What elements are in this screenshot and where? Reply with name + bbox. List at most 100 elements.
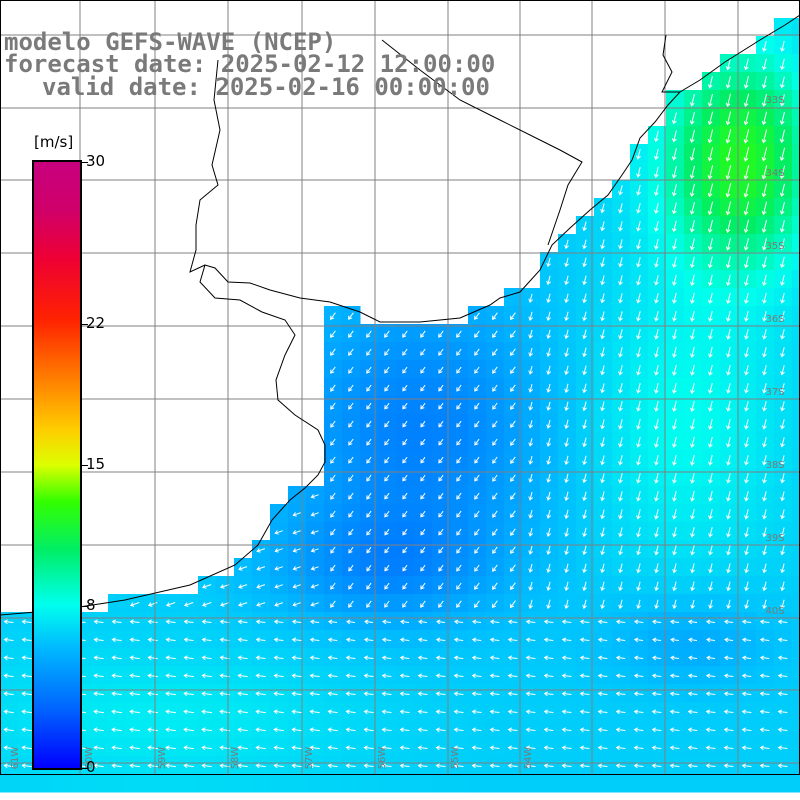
wind-arrow	[402, 582, 408, 590]
wind-arrow	[438, 402, 444, 410]
wind-cell	[792, 468, 800, 487]
wind-cell	[414, 774, 433, 793]
wind-arrow	[705, 763, 716, 769]
wind-arrow	[510, 456, 516, 464]
wind-arrow	[256, 602, 266, 607]
wind-arrow	[636, 581, 641, 592]
lon-label: 55W	[450, 747, 461, 770]
wind-cell	[450, 666, 469, 685]
wind-arrow	[525, 655, 536, 661]
wind-cell	[198, 702, 217, 721]
wind-arrow	[762, 401, 767, 412]
wind-cell	[450, 738, 469, 757]
wind-arrow	[330, 312, 336, 321]
wind-arrow	[399, 709, 410, 715]
wind-cell	[738, 774, 757, 793]
wind-cell	[234, 738, 253, 757]
wind-cell	[198, 756, 217, 775]
wind-cell	[522, 648, 541, 667]
wind-cell	[234, 774, 253, 793]
wind-arrow	[474, 600, 480, 608]
wind-cell	[576, 720, 595, 739]
wind-arrow	[273, 727, 284, 733]
wind-arrow	[456, 528, 462, 536]
wind-arrow	[780, 274, 785, 286]
wind-cell	[288, 702, 307, 721]
wind-arrow	[165, 619, 176, 625]
wind-arrow	[708, 310, 713, 322]
wind-arrow	[381, 709, 392, 715]
wind-arrow	[273, 619, 284, 625]
wind-cell	[468, 720, 487, 739]
lat-label: 35S	[765, 241, 784, 252]
wind-cell	[756, 738, 775, 757]
wind-arrow	[654, 202, 659, 214]
wind-arrow	[456, 564, 462, 572]
wind-cell	[666, 666, 685, 685]
wind-arrow	[671, 184, 677, 197]
wind-arrow	[744, 473, 749, 484]
wind-cell	[702, 774, 721, 793]
wind-cell	[306, 648, 325, 667]
wind-arrow	[543, 691, 554, 697]
wind-arrow	[363, 673, 374, 679]
wind-cell	[666, 648, 685, 667]
wind-arrow	[489, 655, 500, 661]
wind-arrow	[363, 637, 374, 643]
wind-arrow	[111, 727, 122, 733]
wind-arrow	[780, 473, 785, 484]
wind-arrow	[420, 456, 426, 464]
wind-cell	[414, 612, 433, 631]
wind-arrow	[510, 564, 516, 572]
wind-cell	[126, 648, 145, 667]
wind-arrow	[759, 655, 770, 661]
wind-arrow	[183, 745, 194, 751]
wind-arrow	[417, 709, 428, 715]
wind-cell	[684, 684, 703, 703]
wind-arrow	[327, 655, 338, 661]
wind-cell	[324, 648, 343, 667]
wind-arrow	[111, 637, 122, 643]
wind-arrow	[564, 383, 569, 394]
wind-cell	[792, 126, 800, 145]
wind-arrow	[292, 548, 301, 553]
wind-cell	[180, 756, 199, 775]
wind-arrow	[725, 165, 732, 180]
wind-arrow	[690, 472, 695, 484]
wind-cell	[774, 612, 793, 631]
wind-cell	[342, 666, 361, 685]
wind-cell	[270, 684, 289, 703]
wind-cell	[396, 774, 415, 793]
wind-arrow	[366, 546, 372, 554]
wind-cell	[180, 702, 199, 721]
wind-cell	[252, 648, 271, 667]
wind-arrow	[346, 619, 356, 625]
wind-arrow	[687, 727, 698, 733]
wind-arrow	[21, 691, 32, 697]
wind-cell	[432, 612, 451, 631]
lat-label: 33S	[765, 95, 784, 106]
wind-cell	[342, 684, 361, 703]
wind-cell	[396, 702, 415, 721]
colorbar-unit: [m/s]	[34, 133, 74, 151]
wind-cell	[558, 648, 577, 667]
wind-arrow	[597, 619, 608, 625]
wind-arrow	[561, 727, 572, 733]
wind-cell	[558, 738, 577, 757]
wind-arrow	[399, 763, 410, 769]
wind-arrow	[600, 509, 605, 520]
wind-cell	[306, 612, 325, 631]
wind-arrow	[330, 546, 336, 554]
wind-arrow	[492, 366, 498, 374]
wind-cell	[216, 576, 235, 595]
colorbar-tick	[80, 465, 88, 466]
wind-arrow	[492, 384, 498, 392]
wind-cell	[558, 630, 577, 649]
wind-arrow	[705, 727, 716, 733]
wind-arrow	[672, 527, 677, 538]
wind-arrow	[725, 201, 732, 216]
wind-arrow	[345, 709, 356, 715]
wind-arrow	[762, 347, 767, 358]
wind-arrow	[3, 727, 14, 733]
wind-cell	[306, 522, 325, 541]
